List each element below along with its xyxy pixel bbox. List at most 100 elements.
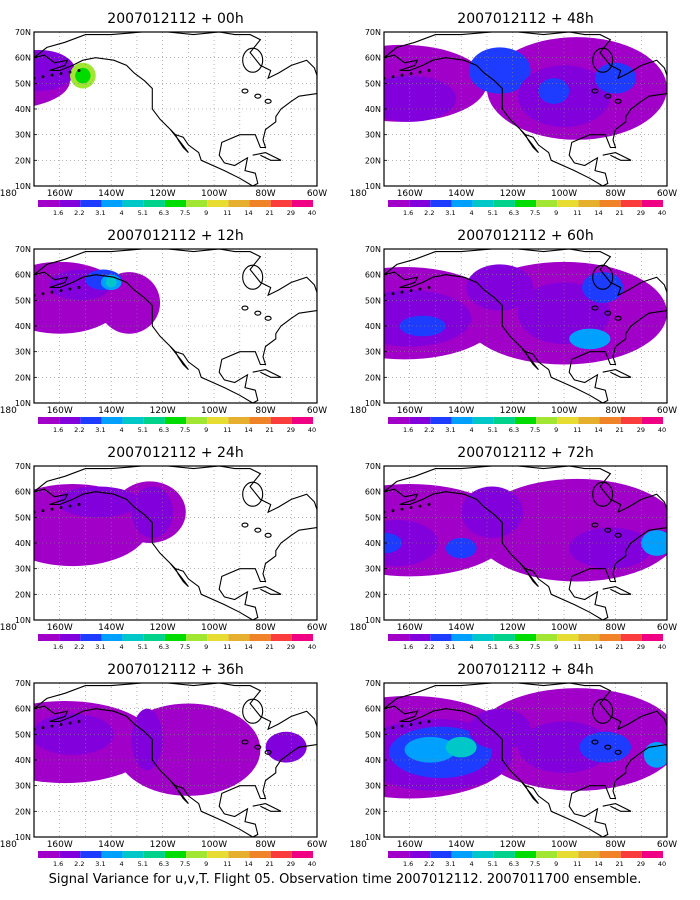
colorbar-swatch bbox=[493, 417, 515, 424]
colorbar-label: 11 bbox=[573, 426, 581, 434]
colorbar-swatch bbox=[38, 200, 60, 207]
lon-tick-label: 100W bbox=[551, 189, 577, 199]
colorbar-swatch bbox=[164, 200, 187, 207]
colorbar-label: 40 bbox=[658, 643, 666, 651]
colorbar-label: 29 bbox=[287, 209, 295, 217]
colorbar-swatch bbox=[122, 634, 144, 641]
map-panel: 2007012112 + 00h 10N 20N 30N 40N 50N 60N 70N 180… bbox=[0, 11, 327, 217]
map-panel: 2007012112 + 84h 10N 20N 30N 40N 50N 60N 70N 180… bbox=[350, 662, 678, 868]
colorbar-label: 5.1 bbox=[138, 209, 148, 217]
lat-tick-label: 30N bbox=[15, 131, 31, 140]
colorbar-label: 11 bbox=[573, 643, 581, 651]
lat-tick-label: 10N bbox=[15, 182, 31, 191]
coastline bbox=[34, 683, 317, 837]
colorbar-swatch bbox=[472, 851, 494, 858]
colorbar-swatch bbox=[493, 200, 515, 207]
colorbar-label: 5.1 bbox=[488, 860, 498, 868]
colorbar-swatch bbox=[59, 200, 81, 207]
map-panel: 2007012112 + 72h 10N 20N 30N 40N 50N 60N 70N 180… bbox=[350, 445, 678, 651]
colorbar-label: 40 bbox=[308, 426, 316, 434]
lat-tick-label: 30N bbox=[365, 131, 381, 140]
lat-tick-label: 70N bbox=[365, 462, 381, 471]
colorbar-swatch bbox=[388, 417, 410, 424]
colorbar-label: 9 bbox=[554, 209, 558, 217]
lat-tick-label: 40N bbox=[15, 105, 31, 114]
lat-tick-label: 70N bbox=[15, 28, 31, 37]
variance-contour bbox=[468, 708, 531, 750]
colorbar-label: 4 bbox=[120, 426, 124, 434]
colorbar-swatch bbox=[291, 851, 313, 858]
colorbar-swatch bbox=[451, 417, 473, 424]
variance-contour bbox=[34, 713, 114, 755]
colorbar-swatch bbox=[430, 634, 452, 641]
lat-tick-label: 40N bbox=[15, 322, 31, 331]
colorbar-label: 4 bbox=[470, 860, 474, 868]
variance-contour bbox=[399, 315, 446, 337]
colorbar-swatch bbox=[164, 634, 187, 641]
colorbar-swatch bbox=[409, 634, 431, 641]
lon-tick-label: 160W bbox=[47, 840, 73, 850]
colorbar: 1.6 2.2 3.1 4 5.1 6.3 7.5 9 11 14 21 29 40 bbox=[38, 417, 316, 434]
lat-tick-label: 60N bbox=[15, 54, 31, 63]
colorbar-swatch bbox=[388, 851, 410, 858]
lat-tick-label: 10N bbox=[365, 616, 381, 625]
variance-contour bbox=[131, 486, 173, 538]
colorbar-label: 29 bbox=[637, 643, 645, 651]
colorbar-label: 21 bbox=[616, 643, 624, 651]
coastline bbox=[384, 32, 667, 186]
lon-tick-label: 100W bbox=[551, 623, 577, 633]
lon-tick-label: 160W bbox=[47, 406, 73, 416]
colorbar-label: 4 bbox=[470, 209, 474, 217]
colorbar-swatch bbox=[536, 200, 558, 207]
colorbar-label: 11 bbox=[573, 209, 581, 217]
colorbar-swatch bbox=[620, 200, 642, 207]
colorbar-label: 40 bbox=[658, 209, 666, 217]
variance-contour bbox=[265, 731, 307, 763]
colorbar-swatch bbox=[536, 851, 558, 858]
lon-tick-label: 120W bbox=[500, 406, 526, 416]
colorbar-swatch bbox=[164, 417, 187, 424]
colorbar-label: 11 bbox=[223, 860, 231, 868]
colorbar-swatch bbox=[451, 200, 473, 207]
lat-tick-label: 20N bbox=[365, 156, 381, 165]
colorbar: 1.6 2.2 3.1 4 5.1 6.3 7.5 9 11 14 21 29 40 bbox=[388, 851, 666, 868]
colorbar-label: 6.3 bbox=[509, 426, 519, 434]
colorbar-swatch bbox=[228, 851, 250, 858]
lon-tick-label: 140W bbox=[448, 189, 474, 199]
map-panel: 2007012112 + 36h 10N 20N 30N 40N 50N 60N 70N 180… bbox=[0, 662, 327, 868]
colorbar-label: 11 bbox=[223, 209, 231, 217]
colorbar-swatch bbox=[143, 851, 165, 858]
lat-tick-label: 30N bbox=[365, 565, 381, 574]
variance-contour bbox=[538, 78, 570, 104]
colorbar-label: 7.5 bbox=[530, 426, 540, 434]
map-grid bbox=[34, 466, 317, 620]
lon-tick-label: 160W bbox=[47, 189, 73, 199]
colorbar-label: 21 bbox=[266, 426, 274, 434]
colorbar-label: 1.6 bbox=[53, 860, 63, 868]
lon-tick-label: 60W bbox=[657, 623, 677, 633]
colorbar-swatch bbox=[291, 200, 313, 207]
lat-tick-label: 10N bbox=[15, 833, 31, 842]
lat-tick-label: 20N bbox=[365, 807, 381, 816]
colorbar-swatch bbox=[80, 851, 102, 858]
lon-tick-label: 160W bbox=[397, 406, 423, 416]
colorbar-label: 5.1 bbox=[488, 643, 498, 651]
colorbar-label: 5.1 bbox=[488, 426, 498, 434]
colorbar-swatch bbox=[270, 634, 292, 641]
colorbar-label: 7.5 bbox=[180, 860, 190, 868]
lat-tick-label: 40N bbox=[15, 756, 31, 765]
colorbar-label: 9 bbox=[204, 860, 208, 868]
colorbar-label: 6.3 bbox=[159, 426, 169, 434]
variance-contour bbox=[384, 75, 457, 122]
colorbar-swatch bbox=[38, 851, 60, 858]
lon-tick-label: 120W bbox=[150, 189, 176, 199]
coastline bbox=[34, 32, 317, 186]
variance-contour bbox=[594, 62, 637, 94]
colorbar-swatch bbox=[451, 851, 473, 858]
colorbar-swatch bbox=[122, 200, 144, 207]
colorbar-swatch bbox=[80, 200, 102, 207]
colorbar-swatch bbox=[143, 200, 165, 207]
lat-tick-label: 10N bbox=[365, 182, 381, 191]
colorbar-label: 14 bbox=[244, 426, 252, 434]
colorbar-swatch bbox=[578, 851, 600, 858]
